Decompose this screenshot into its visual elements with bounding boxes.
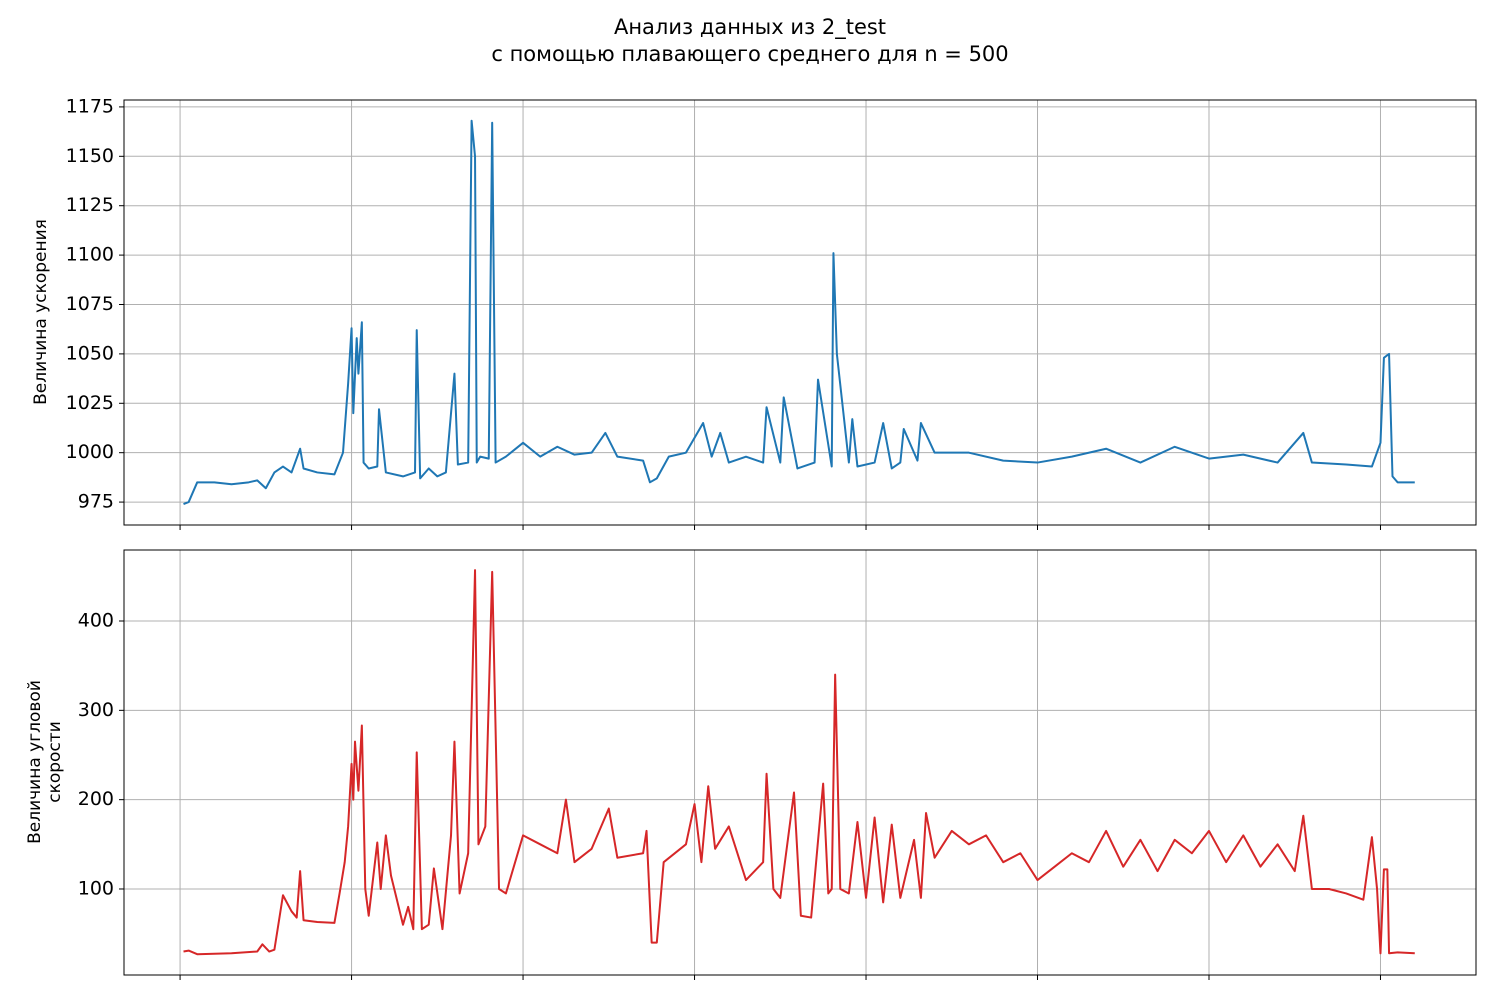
chart-title: Анализ данных из 2_test с помощью плаваю… (491, 15, 1009, 66)
line (183, 119, 1415, 505)
y-tick-label: 1125 (66, 194, 114, 216)
y-tick-label: 975 (78, 491, 114, 513)
y-tick-label: 1100 (66, 244, 114, 266)
axes-frame (123, 99, 1477, 526)
line (183, 569, 1415, 956)
y-tick-label: 100 (78, 877, 114, 899)
y-tick-label: 1000 (66, 441, 114, 463)
y-tick-label: 1075 (66, 293, 114, 315)
y-tick-label: 300 (78, 699, 114, 721)
y-tick-label: 1050 (66, 342, 114, 364)
y-tick-label: 400 (78, 610, 114, 632)
y-tick-label: 200 (78, 788, 114, 810)
y-tick-label: 1150 (66, 145, 114, 167)
y-tick-label: 1025 (66, 392, 114, 414)
axes-frame (123, 549, 1477, 976)
y-tick-label: 1175 (66, 95, 114, 117)
